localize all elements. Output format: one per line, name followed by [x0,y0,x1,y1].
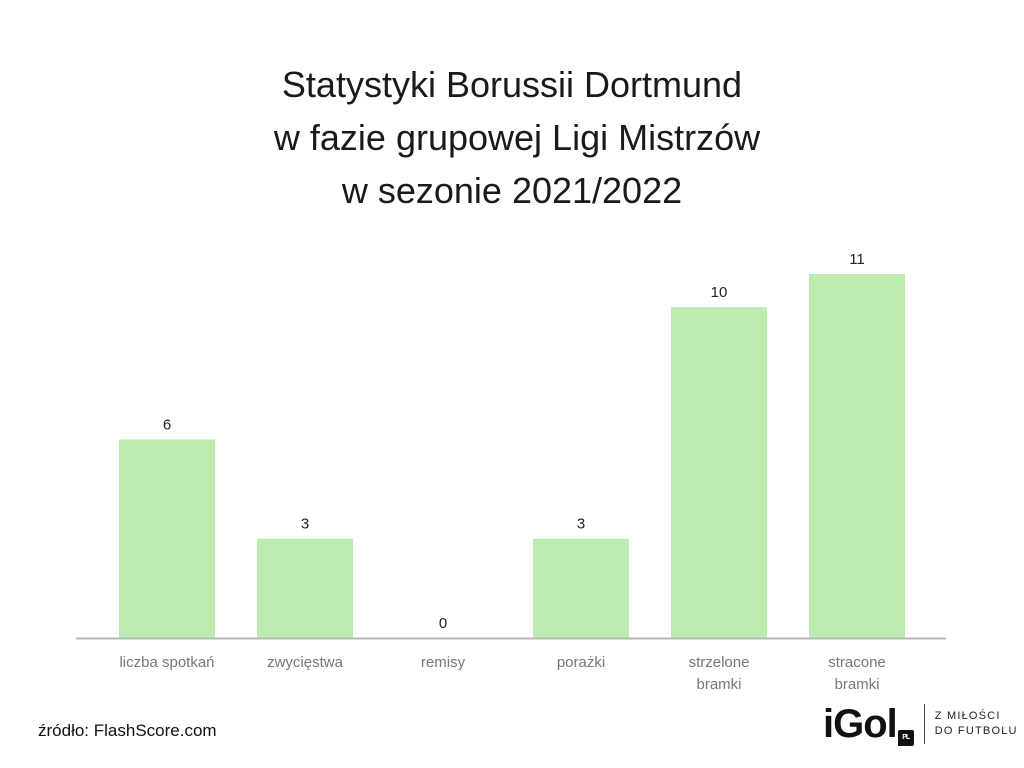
category-label-3: porażki [557,654,605,671]
logo-pl-badge: PL [897,729,914,746]
bar-1 [257,538,353,638]
bar-0 [119,439,215,638]
logo-tagline: Z MIŁOŚCI DO FUTBOLU [935,709,1018,739]
data-label-2: 0 [439,615,447,632]
category-label-5-line-0: stracone [828,654,886,671]
data-label-3: 3 [577,516,585,533]
logo-wordmark: iGol PL [823,702,914,747]
logo-tagline-line-1: Z MIŁOŚCI [934,710,1001,722]
igol-logo: iGol PL Z MIŁOŚCI DO FUTBOLU [823,700,1018,748]
chart-title-line-2: w fazie grupowej Ligi Mistrzów [263,117,761,158]
category-label-1: zwycięstwa [267,654,344,671]
category-label-4-line-1: bramki [696,676,741,693]
data-label-4: 10 [711,284,728,301]
chart-title-line-1: Statystyki Borussii Dortmund [281,64,743,105]
chart-title-line-3: w sezonie 2021/2022 [341,170,683,211]
chart-title: Statystyki Borussii Dortmund w fazie gru… [0,58,1024,217]
category-label-4-line-0: strzelone [689,654,750,671]
category-label-0: liczba spotkań [119,654,214,671]
bar-4 [671,307,767,638]
category-label-5-line-1: bramki [834,676,879,693]
data-label-1: 3 [301,516,309,533]
data-label-5: 11 [849,251,865,268]
logo-divider [923,704,925,744]
logo-tagline-line-2: DO FUTBOLU [934,725,1018,737]
source-note: źródło: FlashScore.com [38,721,217,740]
data-label-0: 6 [163,416,171,433]
category-label-2: remisy [421,654,466,671]
bar-5 [809,274,905,638]
bar-3 [533,538,629,638]
